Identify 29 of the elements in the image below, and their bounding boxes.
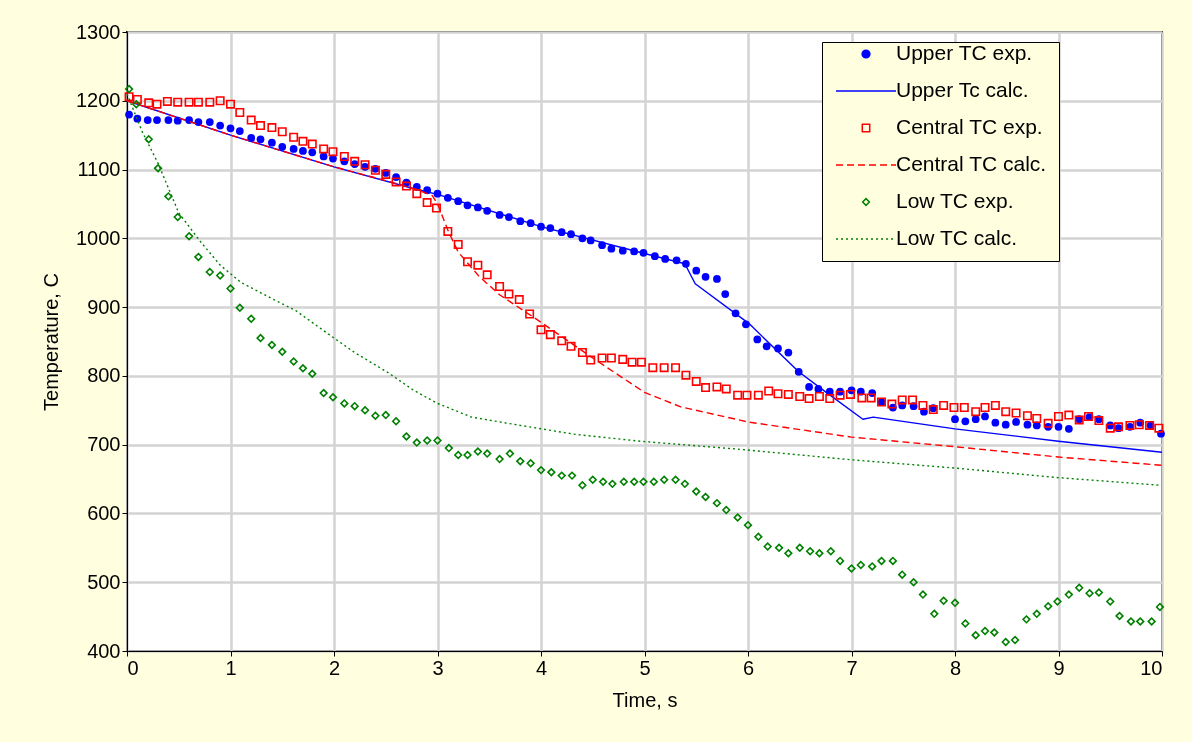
- y-axis-title: Temperature, C: [40, 273, 63, 411]
- legend-label: Central TC calc.: [896, 152, 1047, 175]
- x-tick-label: 8: [949, 656, 962, 679]
- legend-label: Low TC calc.: [896, 226, 1017, 249]
- x-tick-label: 7: [846, 656, 858, 679]
- y-tick-label: 1300: [76, 20, 121, 43]
- x-tick-label: 6: [742, 656, 755, 679]
- y-tick-label: 700: [87, 433, 121, 456]
- x-tick-label: 5: [639, 656, 651, 679]
- y-tick-label: 1100: [77, 158, 121, 181]
- y-tick-label: 1200: [76, 89, 121, 112]
- y-tick-label: 500: [87, 570, 121, 593]
- y-tick-label: 800: [87, 364, 121, 387]
- y-tick-label: 900: [87, 295, 121, 318]
- x-tick-label: 1: [225, 656, 237, 679]
- legend-label: Upper TC exp.: [896, 41, 1033, 64]
- y-tick-label: 400: [87, 639, 121, 662]
- y-tick-label: 1000: [76, 226, 121, 249]
- x-tick-label: 0: [127, 656, 139, 679]
- y-tick-label: 600: [87, 501, 121, 524]
- x-tick-label: 9: [1053, 656, 1065, 679]
- x-tick-label: 2: [328, 656, 341, 679]
- legend-label: Low TC exp.: [896, 189, 1014, 212]
- x-axis-title: Time, s: [612, 688, 678, 711]
- legend-label: Central TC exp.: [896, 115, 1043, 138]
- x-tick-label: 4: [535, 656, 548, 679]
- x-tick-label: 10: [1140, 656, 1163, 679]
- x-tick-label: 3: [432, 656, 444, 679]
- legend-label: Upper Tc calc.: [896, 78, 1029, 101]
